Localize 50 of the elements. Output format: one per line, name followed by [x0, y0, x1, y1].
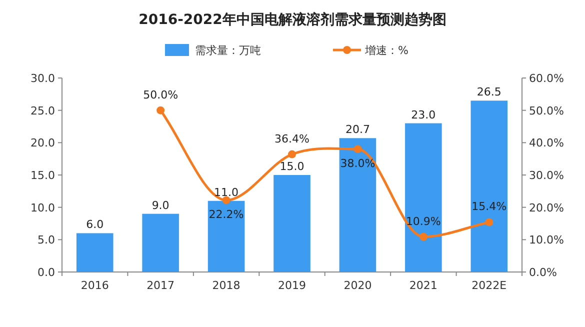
y2-tick-label: 40.0% [529, 136, 564, 150]
point [222, 196, 230, 204]
bar [405, 123, 442, 272]
y-tick-label: 30.0 [30, 72, 55, 85]
legend-label: 增速：% [364, 44, 408, 57]
data-label: 23.0 [411, 108, 436, 122]
y-tick-label: 5.0 [38, 234, 55, 247]
data-label: 9.0 [152, 198, 170, 212]
x-tick-label: 2018 [212, 279, 240, 292]
x-tick-label: 2019 [278, 279, 306, 292]
point [419, 232, 428, 241]
data-label: 11.0 [214, 186, 239, 199]
point [354, 145, 362, 154]
x-tick-label: 2022E [472, 279, 507, 292]
y-tick-label: 15.0 [30, 169, 55, 182]
bar [339, 138, 376, 272]
point [288, 150, 296, 158]
x-tick-label: 2017 [146, 279, 175, 292]
data-label: 15.0 [280, 160, 304, 173]
bar [142, 214, 179, 272]
chart-title: 2016-2022年中国电解液溶剂需求量预测趋势图 [138, 11, 446, 28]
y-tick-label: 25.0 [30, 104, 55, 118]
x-tick-label: 2020 [344, 279, 372, 292]
y-tick-label: 20.0 [30, 136, 55, 150]
bar [470, 100, 508, 272]
y2-tick-label: 10.0% [529, 234, 564, 247]
data-label: 22.2% [208, 208, 244, 222]
y-tick-label: 0.0 [38, 266, 55, 279]
bar [208, 200, 245, 272]
point [485, 218, 494, 226]
point [156, 106, 165, 114]
data-label: 20.7 [345, 123, 370, 136]
x-tick-label: 2016 [80, 279, 109, 292]
data-label: 36.4% [274, 132, 310, 146]
bar [274, 175, 310, 272]
y2-tick-label: 0.0% [529, 266, 557, 279]
data-label: 50.0% [143, 88, 178, 102]
data-label: 38.0% [340, 157, 376, 170]
y2-tick-label: 60.0% [529, 72, 564, 85]
y2-tick-label: 20.0% [529, 201, 564, 214]
legend-label: 需求量：万吨 [195, 44, 261, 57]
data-label: 26.5 [476, 86, 502, 99]
x-tick-label: 2021 [409, 279, 438, 292]
bar [76, 233, 114, 272]
data-label: 6.0 [86, 218, 104, 232]
data-label: 15.4% [472, 200, 507, 214]
y2-tick-label: 30.0% [529, 169, 564, 182]
data-label: 10.9% [406, 214, 441, 228]
y-tick-label: 10.0 [30, 201, 55, 214]
y2-tick-label: 50.0% [529, 104, 564, 118]
